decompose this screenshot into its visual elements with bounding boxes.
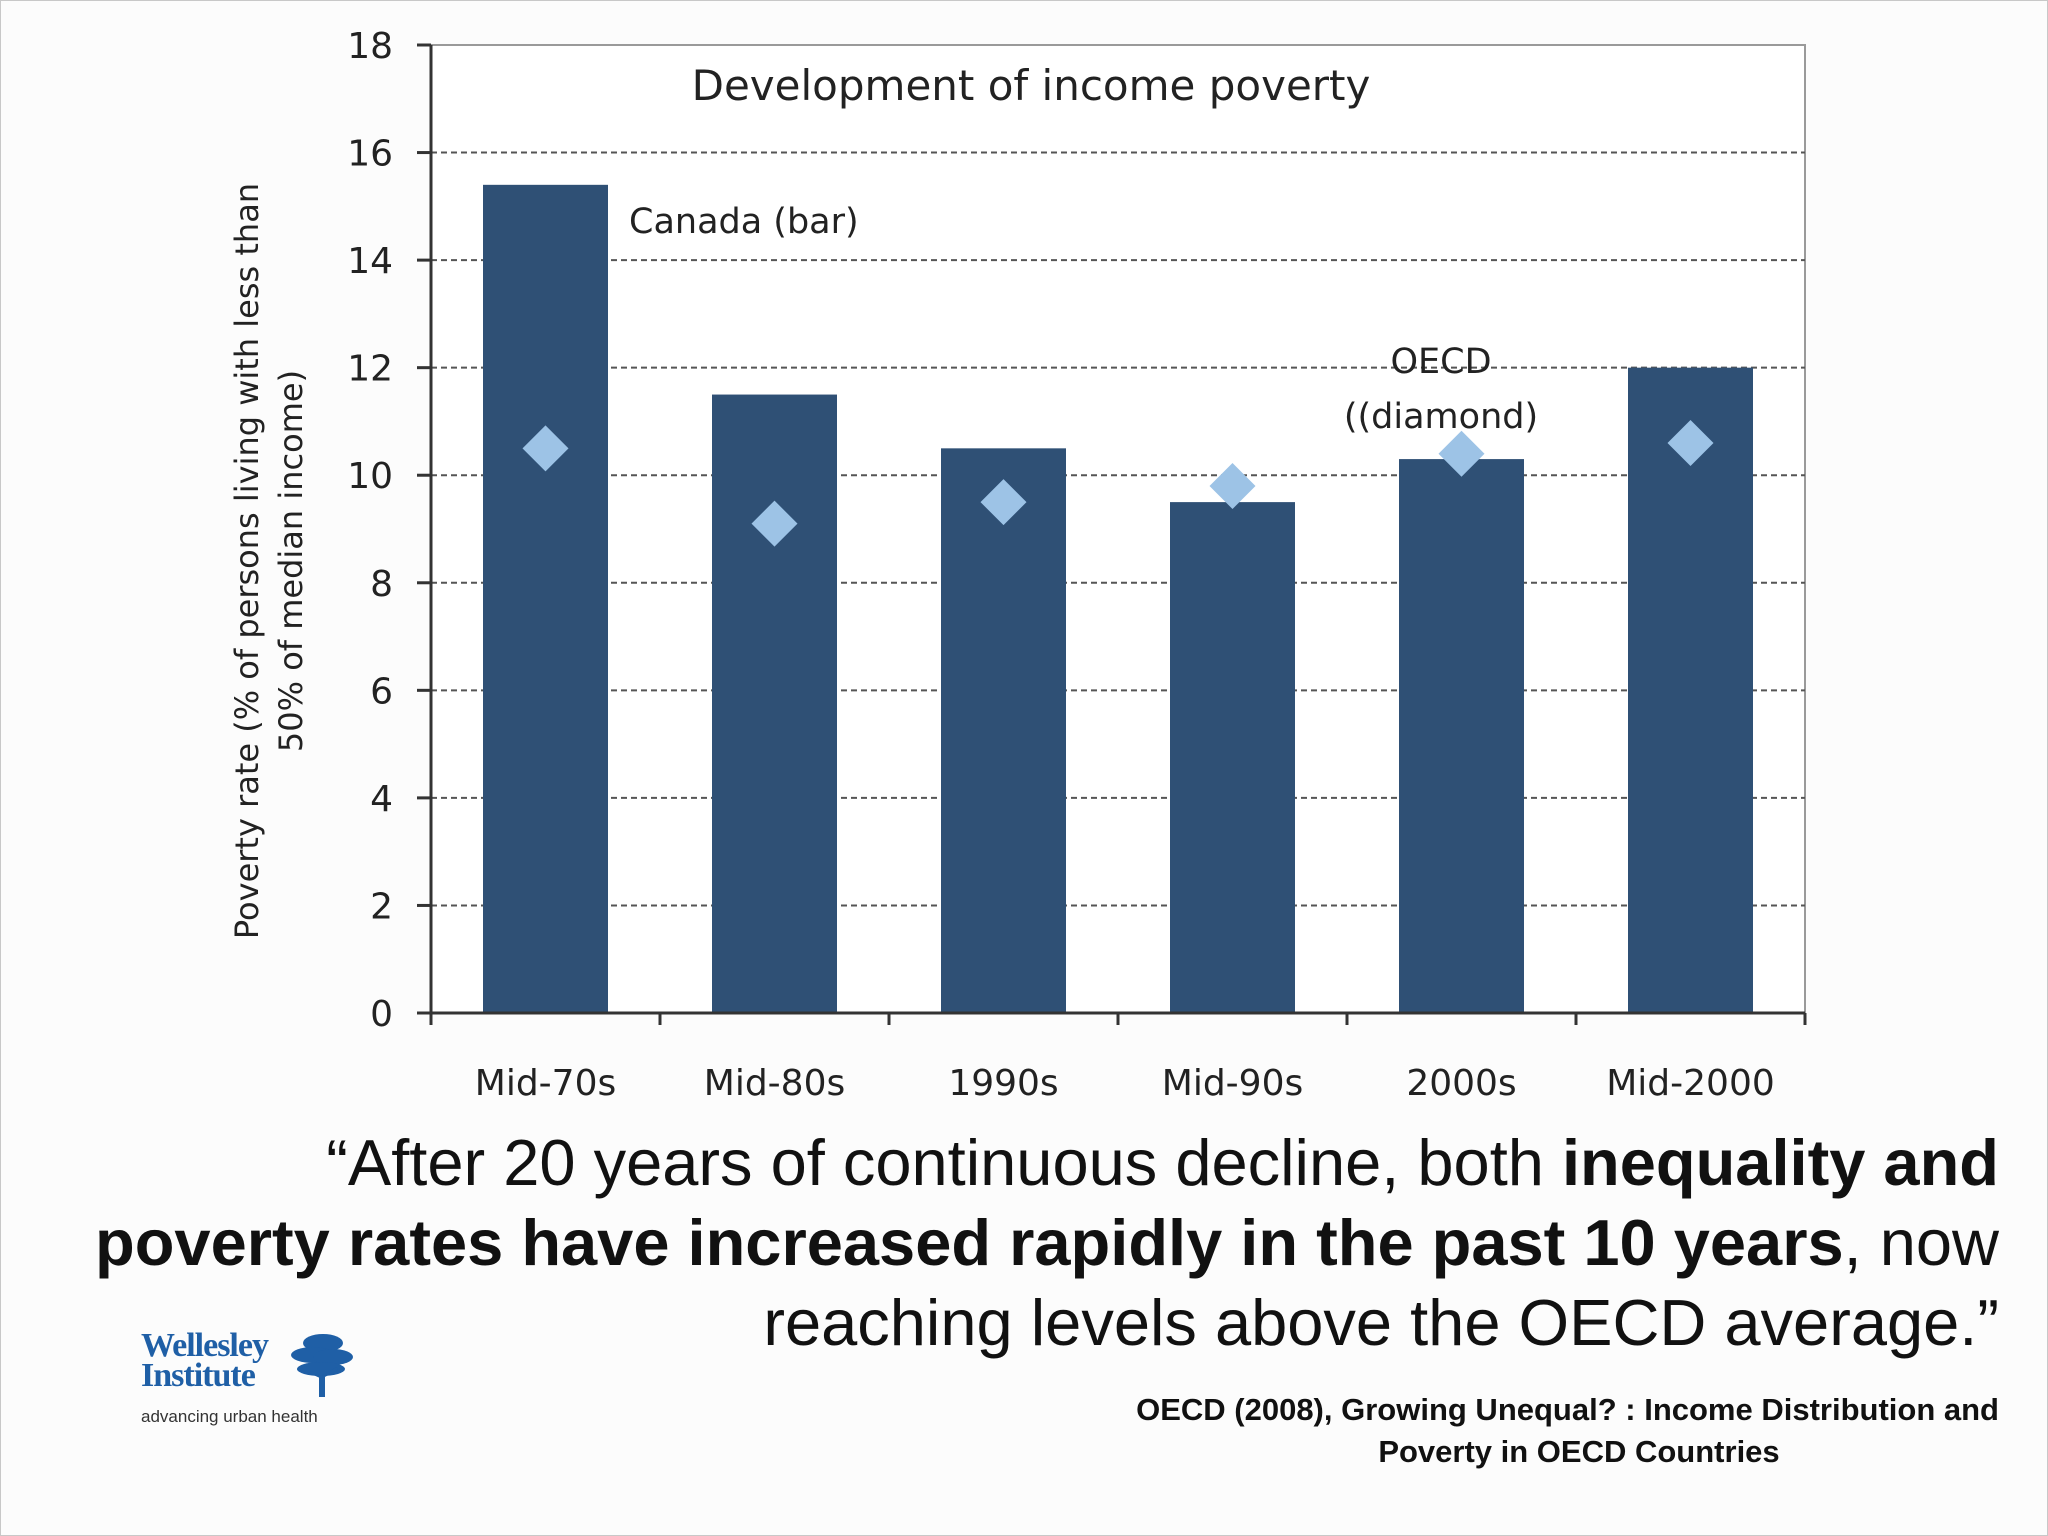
x-tick-label: Mid-80s (704, 1063, 845, 1104)
citation-line1: OECD (2008), Growing Unequal? : Income D… (1136, 1392, 1999, 1427)
quote-open: “After 20 years of continuous decline, b… (326, 1126, 1562, 1199)
x-tick-label: Mid-2000 (1606, 1063, 1775, 1104)
logo-name: Wellesley Institute (141, 1327, 269, 1394)
annotation-canada: Canada (bar) (629, 202, 859, 242)
y-tick-label: 16 (347, 134, 393, 175)
diamond-2000s (1438, 430, 1485, 477)
quote-emphasis: inequality and poverty rates have increa… (95, 1126, 1999, 1279)
plot-area (430, 44, 1806, 1014)
bar-Mid-70s (483, 184, 608, 1014)
diamond-Mid-70s (522, 425, 569, 472)
logo-name-line2: Institute (141, 1357, 256, 1394)
x-tick-label: Mid-70s (475, 1063, 616, 1104)
logo-name-line1: Wellesley (141, 1327, 269, 1364)
bar-1990s (941, 448, 1066, 1013)
y-tick-label: 2 (370, 886, 393, 927)
y-tick-label: 14 (347, 241, 393, 282)
y-tick-label: 18 (347, 26, 393, 67)
grid-lines (431, 151, 1805, 907)
annotation-oecd-line2: ((diamond) (1344, 397, 1538, 437)
bar-2000s (1399, 459, 1524, 1014)
wellesley-logo: Wellesley Institute advancing urban heal… (141, 1327, 381, 1431)
citation: OECD (2008), Growing Unequal? : Income D… (899, 1389, 1999, 1473)
x-tick-label: Mid-90s (1162, 1063, 1303, 1104)
bar-Mid-90s (1170, 502, 1295, 1013)
chart-title: Development of income poverty (692, 61, 1371, 110)
diamond-Mid-90s (1209, 462, 1256, 509)
x-tick-label: 2000s (1406, 1063, 1516, 1104)
y-tick-label: 8 (370, 564, 393, 605)
y-tick-labels: 0 2 4 6 8 10 12 14 16 18 (347, 26, 393, 1035)
quote-text: “After 20 years of continuous decline, b… (79, 1123, 1999, 1363)
citation-line2: Poverty in OECD Countries (1378, 1434, 1780, 1469)
y-axis-label-line1: Poverty rate (% of persons living with l… (228, 183, 266, 939)
x-tick-labels: Mid-70s Mid-80s 1990s Mid-90s 2000s Mid-2000 (475, 1063, 1775, 1104)
x-tick-label: 1990s (948, 1063, 1058, 1104)
bar-Mid-80s (712, 394, 837, 1013)
bar-chart: 0 2 4 6 8 10 12 14 16 18 Mid-70s Mid-80s 1990s Mid-9… (228, 26, 1807, 1104)
axes (417, 43, 1807, 1025)
logo-tagline: advancing urban health (141, 1407, 318, 1426)
y-axis-label-line2: 50% of median income) (272, 370, 310, 752)
y-tick-label: 12 (347, 349, 393, 390)
y-tick-label: 0 (370, 994, 393, 1035)
y-tick-label: 6 (370, 671, 393, 712)
bar-series (483, 184, 1753, 1014)
annotation-oecd-line1: OECD (1390, 342, 1491, 382)
bar-Mid-2000 (1628, 367, 1753, 1014)
y-tick-label: 4 (370, 779, 393, 820)
y-tick-label: 10 (347, 456, 393, 497)
tree-icon (291, 1334, 353, 1397)
diamond-Mid-2000 (1667, 419, 1714, 466)
quote-close: , now reaching levels above the OECD ave… (763, 1206, 1999, 1359)
diamond-1990s (980, 479, 1027, 526)
